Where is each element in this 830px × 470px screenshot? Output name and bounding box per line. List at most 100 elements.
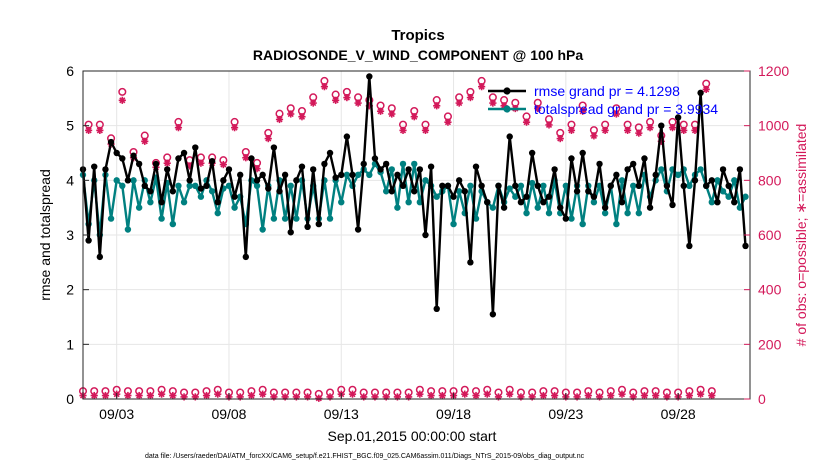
rmse-point	[674, 114, 682, 121]
rmse-point	[573, 188, 581, 195]
obs-assimilated-marker	[612, 110, 620, 118]
rmse-point	[276, 188, 283, 195]
spread-point	[467, 182, 474, 189]
rmse-point	[321, 160, 328, 168]
rmse-point	[281, 171, 289, 179]
rmse-point	[725, 182, 732, 189]
obs-assimilated-marker	[96, 126, 104, 134]
spread-point	[731, 177, 738, 184]
legend-marker	[503, 105, 511, 113]
rmse-point	[119, 155, 126, 162]
obs-assimilated-marker	[90, 391, 98, 400]
spread-point	[714, 177, 721, 184]
spread-point	[287, 182, 294, 189]
obs-assimilated-marker	[421, 126, 430, 134]
y-tick-label: 3	[66, 227, 74, 243]
rmse-point	[214, 199, 221, 206]
rmse-point	[197, 185, 205, 192]
spread-point	[343, 171, 351, 179]
obs-assimilated-marker	[101, 391, 110, 400]
spread-point	[472, 215, 480, 222]
obs-assimilated-marker	[584, 391, 592, 400]
obs-assimilated-marker	[332, 96, 340, 104]
obs-assimilated-marker	[640, 391, 649, 400]
obs-assimilated-marker	[169, 391, 177, 400]
spread-point	[281, 215, 289, 222]
rmse-point	[461, 188, 468, 195]
rmse-point	[658, 122, 665, 129]
obs-assimilated-marker	[635, 129, 643, 137]
rmse-point	[180, 149, 188, 157]
rmse-point	[152, 160, 160, 168]
rmse-point	[242, 253, 250, 261]
rmse-point	[225, 166, 233, 173]
rmse-point	[630, 160, 637, 168]
spread-point	[742, 193, 749, 200]
rmse-point	[135, 160, 143, 168]
obs-assimilated-marker	[607, 391, 615, 400]
rmse-point	[528, 149, 536, 157]
spread-point	[618, 177, 626, 184]
spread-point	[523, 209, 530, 217]
spread-point	[613, 220, 620, 228]
rmse-point	[590, 193, 598, 200]
rmse-point	[703, 182, 710, 189]
rmse-point	[298, 163, 306, 170]
rmse-point	[467, 259, 474, 266]
rmse-point	[366, 73, 373, 80]
obs-assimilated-marker	[315, 394, 323, 402]
y-right-tick-label: 800	[758, 172, 782, 188]
obs-assimilated-marker	[118, 96, 126, 104]
rmse-point	[618, 199, 626, 206]
spread-point	[568, 215, 575, 222]
spread-point	[135, 204, 143, 211]
rmse-point	[169, 188, 177, 195]
y-tick-label: 6	[66, 63, 74, 79]
rmse-point	[455, 177, 463, 184]
obs-possible-marker	[118, 87, 127, 96]
rmse-point	[287, 229, 294, 236]
rmse-point	[652, 171, 659, 179]
spread-point	[119, 182, 126, 189]
y-right-tick-label: 400	[758, 282, 782, 298]
spread-point	[658, 166, 665, 173]
spread-point	[354, 171, 362, 179]
obs-assimilated-marker	[567, 126, 576, 134]
obs-assimilated-marker	[320, 83, 329, 91]
spread-point	[259, 226, 266, 233]
rmse-point	[186, 177, 193, 184]
rmse-point	[371, 155, 379, 162]
rmse-point	[293, 177, 300, 184]
obs-assimilated-marker	[298, 113, 306, 121]
y-right-tick-label: 600	[758, 227, 782, 243]
rmse-point	[203, 182, 210, 189]
obs-assimilated-marker	[668, 124, 677, 132]
rmse-point	[433, 305, 440, 312]
spread-point	[433, 193, 440, 200]
obs-assimilated-marker	[399, 126, 407, 134]
obs-assimilated-marker	[506, 390, 514, 398]
rmse-point	[231, 193, 238, 200]
spread-point	[192, 182, 199, 189]
rmse-point	[265, 185, 272, 192]
data-file-footnote: data file: /Users/raeder/DAI/ATM_forcXX/…	[145, 453, 585, 460]
obs-assimilated-marker	[466, 94, 474, 102]
rmse-point	[601, 204, 609, 211]
obs-assimilated-marker	[287, 110, 295, 118]
x-tick-label: 09/08	[211, 406, 246, 422]
spread-point	[624, 209, 631, 217]
obs-assimilated-marker	[85, 126, 93, 134]
rmse-point	[141, 182, 148, 189]
rmse-point	[388, 188, 395, 195]
obs-assimilated-marker	[388, 110, 396, 118]
spread-point	[147, 199, 154, 206]
obs-assimilated-marker	[416, 390, 424, 398]
spread-point	[180, 199, 188, 206]
rmse-point	[562, 215, 570, 222]
rmse-point	[697, 89, 704, 97]
rmse-point	[568, 155, 575, 162]
spread-point	[528, 179, 536, 187]
obs-assimilated-marker	[685, 391, 693, 400]
obs-assimilated-marker	[141, 137, 149, 145]
obs-assimilated-marker	[438, 391, 446, 400]
